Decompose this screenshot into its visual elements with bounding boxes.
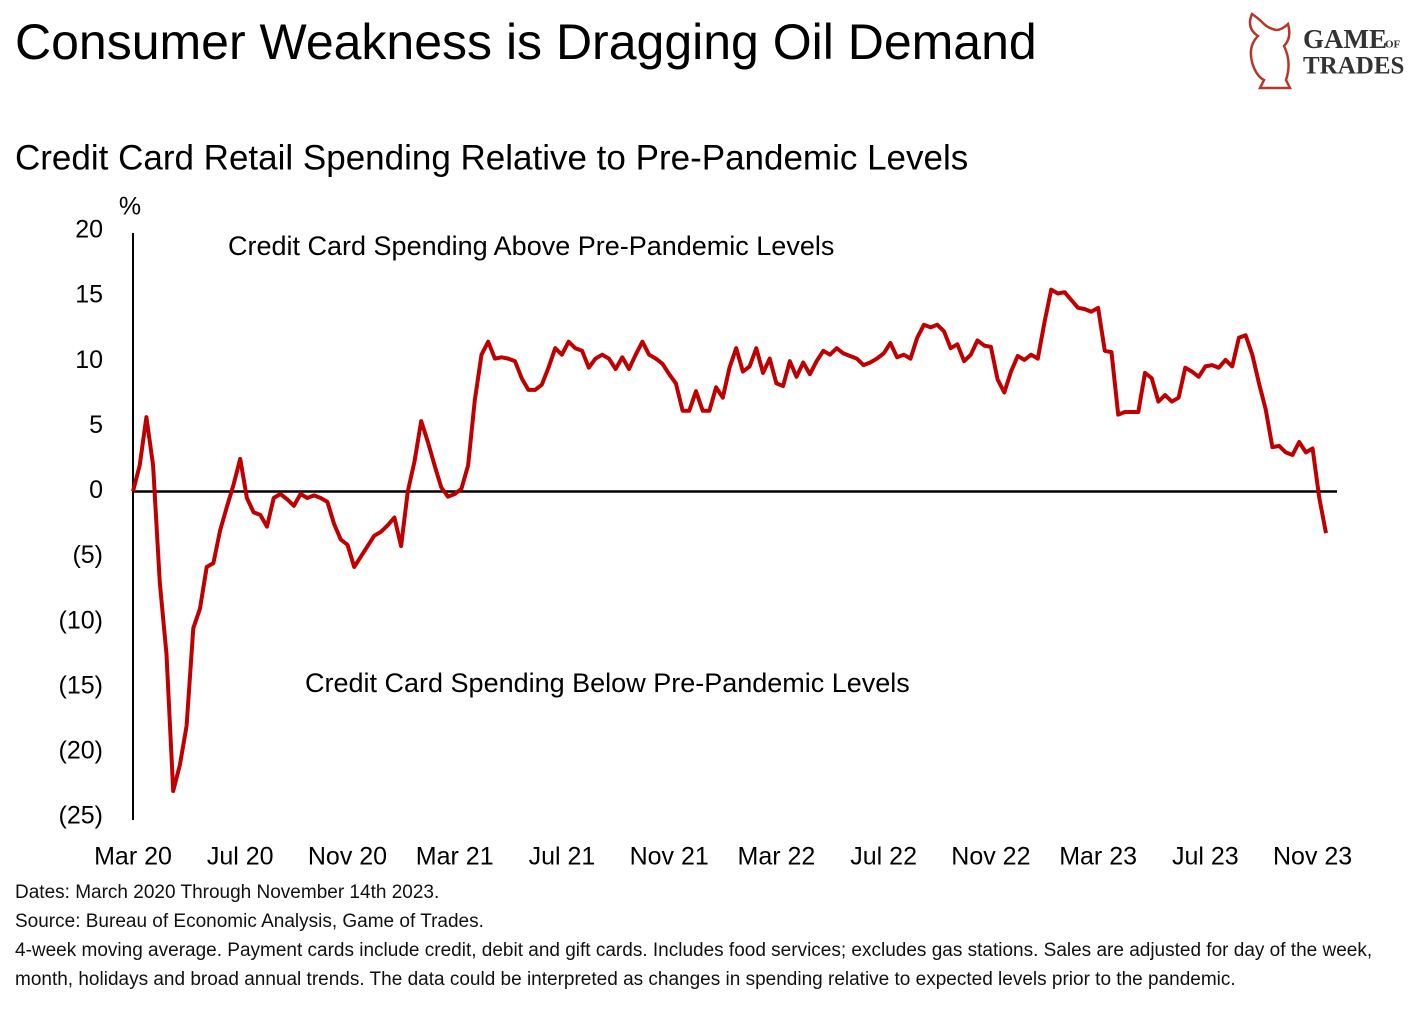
y-tick-label: (5) [72, 541, 103, 569]
y-tick-label: (20) [59, 736, 103, 764]
y-axis-label: % [119, 193, 141, 221]
x-tick-label: Jul 23 [1172, 843, 1239, 871]
x-tick-label: Nov 20 [308, 843, 387, 871]
x-tick-label: Mar 21 [416, 843, 494, 871]
chart-subtitle: Credit Card Retail Spending Relative to … [15, 138, 968, 177]
logo-text: TRADES [1303, 53, 1404, 80]
chart: Consumer Weakness is Dragging Oil Demand… [15, 12, 1404, 871]
x-tick-label: Mar 22 [738, 843, 816, 871]
y-tick-label: (10) [59, 606, 103, 634]
data-line [131, 287, 1328, 793]
y-tick-label: (25) [59, 802, 103, 830]
y-tick-label: 15 [75, 281, 103, 309]
annotation: Credit Card Spending Above Pre-Pandemic … [228, 231, 834, 261]
logo-text: OF [1385, 39, 1401, 51]
x-tick-label: Jul 22 [850, 843, 917, 871]
x-tick-label: Nov 23 [1273, 843, 1352, 871]
y-tick-label: 10 [75, 346, 103, 374]
x-tick-label: Mar 20 [94, 843, 172, 871]
x-tick-label: Jul 20 [207, 843, 274, 871]
y-tick-label: 20 [75, 216, 103, 244]
y-tick-label: 0 [89, 476, 103, 504]
notes: Dates: March 2020 Through November 14th … [15, 878, 1405, 994]
x-tick-label: Nov 22 [951, 843, 1030, 871]
x-tick-label: Jul 21 [529, 843, 596, 871]
note: Source: Bureau of Economic Analysis, Gam… [15, 911, 484, 932]
x-tick-label: Nov 21 [630, 843, 709, 871]
y-tick-label: 5 [89, 411, 103, 439]
logo-icon [1248, 12, 1293, 90]
y-tick-label: (15) [59, 671, 103, 699]
chart-title: Consumer Weakness is Dragging Oil Demand [15, 14, 1037, 70]
x-tick-label: Mar 23 [1059, 843, 1137, 871]
annotation: Credit Card Spending Below Pre-Pandemic … [305, 668, 910, 698]
note: 4-week moving average. Payment cards inc… [15, 940, 1373, 990]
logo: GAME OF TRADES [1248, 12, 1404, 90]
note: Dates: March 2020 Through November 14th … [15, 882, 440, 903]
logo-text: GAME [1303, 24, 1387, 54]
